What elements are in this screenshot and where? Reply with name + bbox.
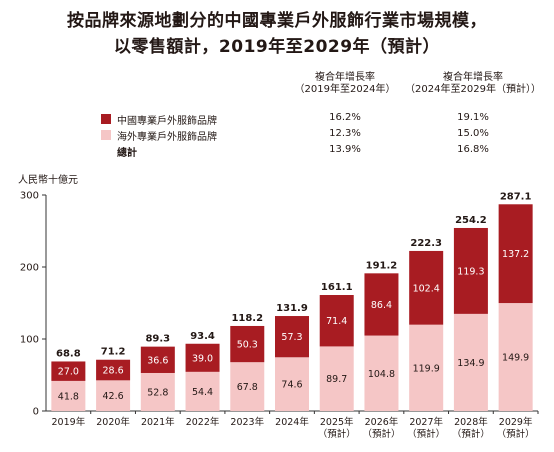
data-label-overseas: 54.4 [192, 387, 213, 398]
x-tick-label: 2028年 [454, 416, 488, 428]
bar-segment-overseas [51, 380, 86, 411]
data-label-china: 50.3 [237, 340, 258, 351]
data-label-total: 254.2 [455, 215, 487, 226]
data-label-china: 102.4 [413, 283, 440, 294]
data-label-total: 93.4 [190, 331, 215, 342]
data-label-total: 287.1 [500, 191, 532, 202]
data-label-total: 68.8 [56, 348, 81, 359]
data-label-total: 89.3 [145, 334, 170, 345]
legend-label-total: 總計 [117, 148, 137, 159]
data-label-china: 119.3 [457, 266, 484, 277]
cagr-total-2024-2029: 16.8% [457, 144, 489, 155]
chart-title-line2: 以零售額計，2019年至2029年（預計） [113, 37, 441, 57]
bar-segment-overseas [230, 362, 265, 411]
data-label-total: 118.2 [231, 313, 263, 324]
data-label-total: 161.1 [321, 282, 353, 293]
data-label-china: 57.3 [281, 332, 302, 343]
bar-segment-overseas [140, 372, 175, 411]
y-tick-label: 100 [20, 335, 39, 346]
x-tick-label: （預計） [452, 428, 490, 440]
bar-segment-china [275, 316, 309, 358]
data-label-total: 71.2 [101, 347, 126, 358]
cagr-header-2019-2024: 複合年增長率 （2019年至2024年） [290, 72, 400, 96]
bar-segment-overseas [364, 335, 399, 411]
x-tick-label: （預計） [362, 428, 400, 440]
cagr-total-2019-2024: 13.9% [329, 144, 361, 155]
legend-swatch-china [101, 114, 111, 124]
cagr-header-period: （2024年至2029年（預計）） [405, 84, 541, 95]
cagr-china-2024-2029: 19.1% [457, 112, 489, 123]
legend-swatch-overseas [101, 130, 111, 140]
x-tick-label: 2026年 [365, 416, 399, 428]
x-tick-label: （預計） [318, 428, 356, 440]
bar-segment-overseas [453, 313, 488, 411]
data-label-total: 191.2 [366, 260, 398, 271]
data-label-china: 36.6 [147, 355, 168, 366]
data-label-total: 222.3 [410, 238, 442, 249]
legend-label-china: 中國專業戶外服飾品牌 [117, 116, 217, 127]
data-label-overseas: 119.9 [413, 363, 440, 374]
y-tick-label: 200 [20, 263, 39, 274]
data-label-overseas: 104.8 [368, 369, 395, 380]
bar-segment-overseas [319, 346, 354, 411]
x-tick-label: 2020年 [96, 416, 130, 428]
cagr-header-title: 複合年增長率 [315, 72, 375, 83]
data-label-china: 137.2 [502, 249, 529, 260]
data-label-overseas: 42.6 [103, 391, 124, 402]
cagr-overseas-2019-2024: 12.3% [329, 128, 361, 139]
cagr-overseas-2024-2029: 15.0% [457, 128, 489, 139]
data-label-china: 27.0 [58, 367, 79, 378]
bar-segment-china [409, 250, 444, 325]
bar-segment-china [51, 361, 86, 381]
bar-segment-overseas [185, 371, 220, 411]
x-tick-label: 2024年 [275, 416, 309, 428]
x-tick-label: 2029年 [499, 416, 533, 428]
data-label-overseas: 134.9 [457, 358, 484, 369]
cagr-header-2024-2029: 複合年增長率 （2024年至2029年（預計）） [398, 72, 548, 96]
y-tick-label: 0 [33, 407, 39, 418]
data-label-china: 39.0 [192, 353, 213, 364]
bar-segment-china [185, 343, 220, 372]
bar-segment-overseas [409, 324, 444, 411]
bar-segment-china [230, 325, 265, 363]
x-tick-label: 2027年 [409, 416, 443, 428]
bar-segment-overseas [498, 303, 533, 411]
bar-segment-china [96, 359, 131, 381]
data-label-overseas: 89.7 [326, 374, 347, 385]
data-label-china: 86.4 [371, 300, 392, 311]
data-label-china: 71.4 [326, 316, 347, 327]
x-tick-label: 2023年 [230, 416, 264, 428]
bar-segment-china [453, 227, 488, 314]
bar-segment-china [319, 295, 354, 347]
cagr-china-2019-2024: 16.2% [329, 112, 361, 123]
y-tick-label: 300 [20, 191, 39, 202]
bar-segment-china [364, 273, 399, 336]
bar-segment-overseas [96, 380, 131, 411]
bar-segment-china [498, 204, 533, 304]
x-tick-label: （預計） [407, 428, 445, 440]
x-tick-label: 2022年 [186, 416, 220, 428]
data-label-overseas: 41.8 [58, 391, 79, 402]
data-label-overseas: 52.8 [147, 387, 168, 398]
cagr-header-title: 複合年增長率 [443, 72, 503, 83]
legend-label-overseas: 海外專業戶外服飾品牌 [117, 132, 217, 143]
x-tick-label: 2025年 [320, 416, 354, 428]
data-label-overseas: 149.9 [502, 353, 529, 364]
x-tick-label: （預計） [497, 428, 535, 440]
data-label-overseas: 67.8 [237, 382, 258, 393]
y-axis-label: 人民幣十億元 [18, 175, 78, 186]
cagr-header-period: （2019年至2024年） [294, 84, 396, 95]
bar-segment-overseas [275, 357, 309, 411]
bar-segment-china [140, 346, 175, 373]
chart-title-line1: 按品牌來源地劃分的中國專業戶外服飾行業市場規模， [67, 11, 487, 31]
data-label-total: 131.9 [276, 303, 308, 314]
x-tick-label: 2021年 [141, 416, 175, 428]
data-label-china: 28.6 [103, 366, 124, 377]
x-tick-label: 2019年 [52, 416, 86, 428]
data-label-overseas: 74.6 [281, 380, 302, 391]
